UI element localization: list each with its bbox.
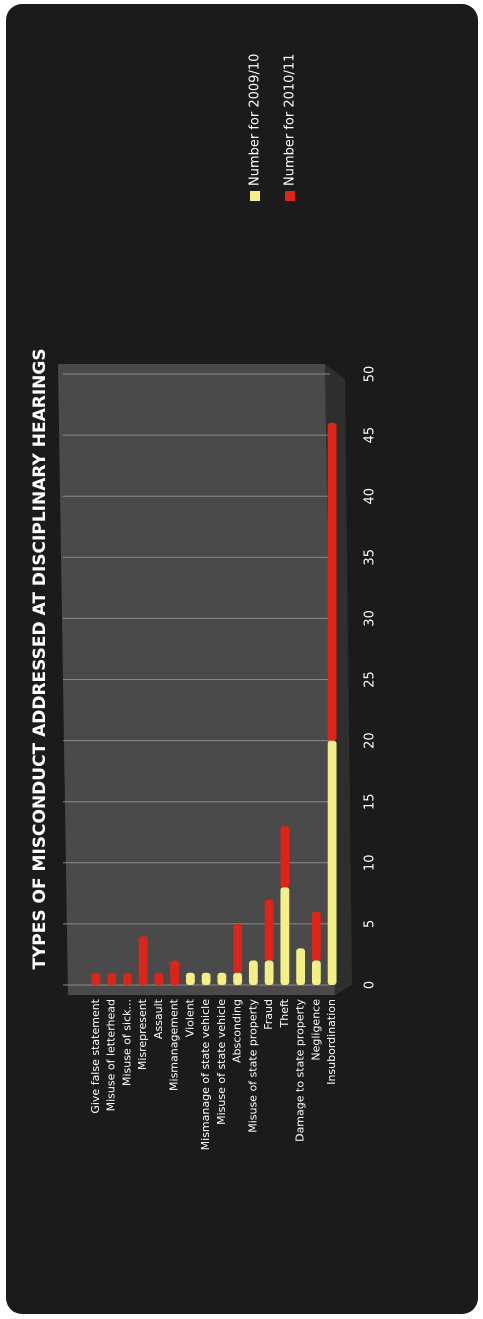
y-tick-label: Insubordination <box>325 999 338 1085</box>
chart-title: TYPES OF MISCONDUCT ADDRESSED AT DISCIPL… <box>30 348 50 969</box>
y-tick-label: Give false statement <box>89 998 102 1113</box>
bar-segment <box>170 960 180 985</box>
bar-segment <box>264 960 274 985</box>
bar-segment <box>233 923 243 973</box>
legend-swatch <box>250 191 260 201</box>
x-tick-label: 0 <box>363 981 378 989</box>
x-tick-label: 10 <box>363 855 378 872</box>
y-tick-label: Absconding <box>231 999 244 1063</box>
y-tick-label: Assault <box>152 998 165 1039</box>
bar-segment <box>280 826 290 888</box>
bar-segment <box>201 972 211 985</box>
y-tick-label: Fraud <box>262 999 275 1030</box>
bar-segment <box>280 887 290 985</box>
bar-segment <box>327 422 337 741</box>
y-tick-label: Misrepresent <box>136 998 149 1070</box>
bar-segment <box>154 972 164 985</box>
legend-label: Number for 2009/10 <box>248 54 263 186</box>
bar-segment <box>296 948 306 985</box>
x-tick-label: 15 <box>363 793 378 810</box>
y-tick-label: Misuse of state vehicle <box>215 999 228 1125</box>
bar-segment <box>107 972 117 985</box>
bar-segment <box>217 972 227 985</box>
bar-segment <box>311 960 321 985</box>
legend-label: Number for 2010/11 <box>283 54 298 186</box>
x-tick-label: 5 <box>363 920 378 928</box>
bar-segment <box>122 972 132 985</box>
legend-swatch <box>285 191 295 201</box>
bar-segment <box>185 972 195 985</box>
y-tick-label: Misuse of state property <box>246 999 259 1133</box>
bar-segment <box>138 936 148 985</box>
x-tick-label: 50 <box>363 366 378 383</box>
y-tick-label: Violent <box>183 998 196 1037</box>
bar-segment <box>91 972 101 985</box>
x-tick-label: 20 <box>363 732 378 749</box>
x-tick-label: 30 <box>363 610 378 627</box>
y-tick-label: Negligence <box>309 999 322 1061</box>
bar-segment <box>311 911 321 961</box>
bar-segment <box>264 899 274 961</box>
y-tick-label: Mismanage of state vehicle <box>199 999 212 1151</box>
y-tick-label: Mismanagement <box>168 998 181 1091</box>
y-tick-label: Misuse of sick... <box>120 999 133 1086</box>
y-tick-label: Damage to state property <box>294 999 307 1142</box>
x-tick-label: 45 <box>363 427 378 444</box>
x-tick-label: 40 <box>363 488 378 505</box>
y-tick-label: Theft <box>278 998 291 1028</box>
bar-segment <box>233 972 243 985</box>
bar-segment <box>327 740 337 985</box>
x-tick-label: 35 <box>363 549 378 566</box>
chart: TYPES OF MISCONDUCT ADDRESSED AT DISCIPL… <box>30 54 378 1151</box>
y-tick-label: Misuse of letterhead <box>105 999 118 1111</box>
x-tick-label: 25 <box>363 671 378 688</box>
bar-segment <box>248 960 258 985</box>
